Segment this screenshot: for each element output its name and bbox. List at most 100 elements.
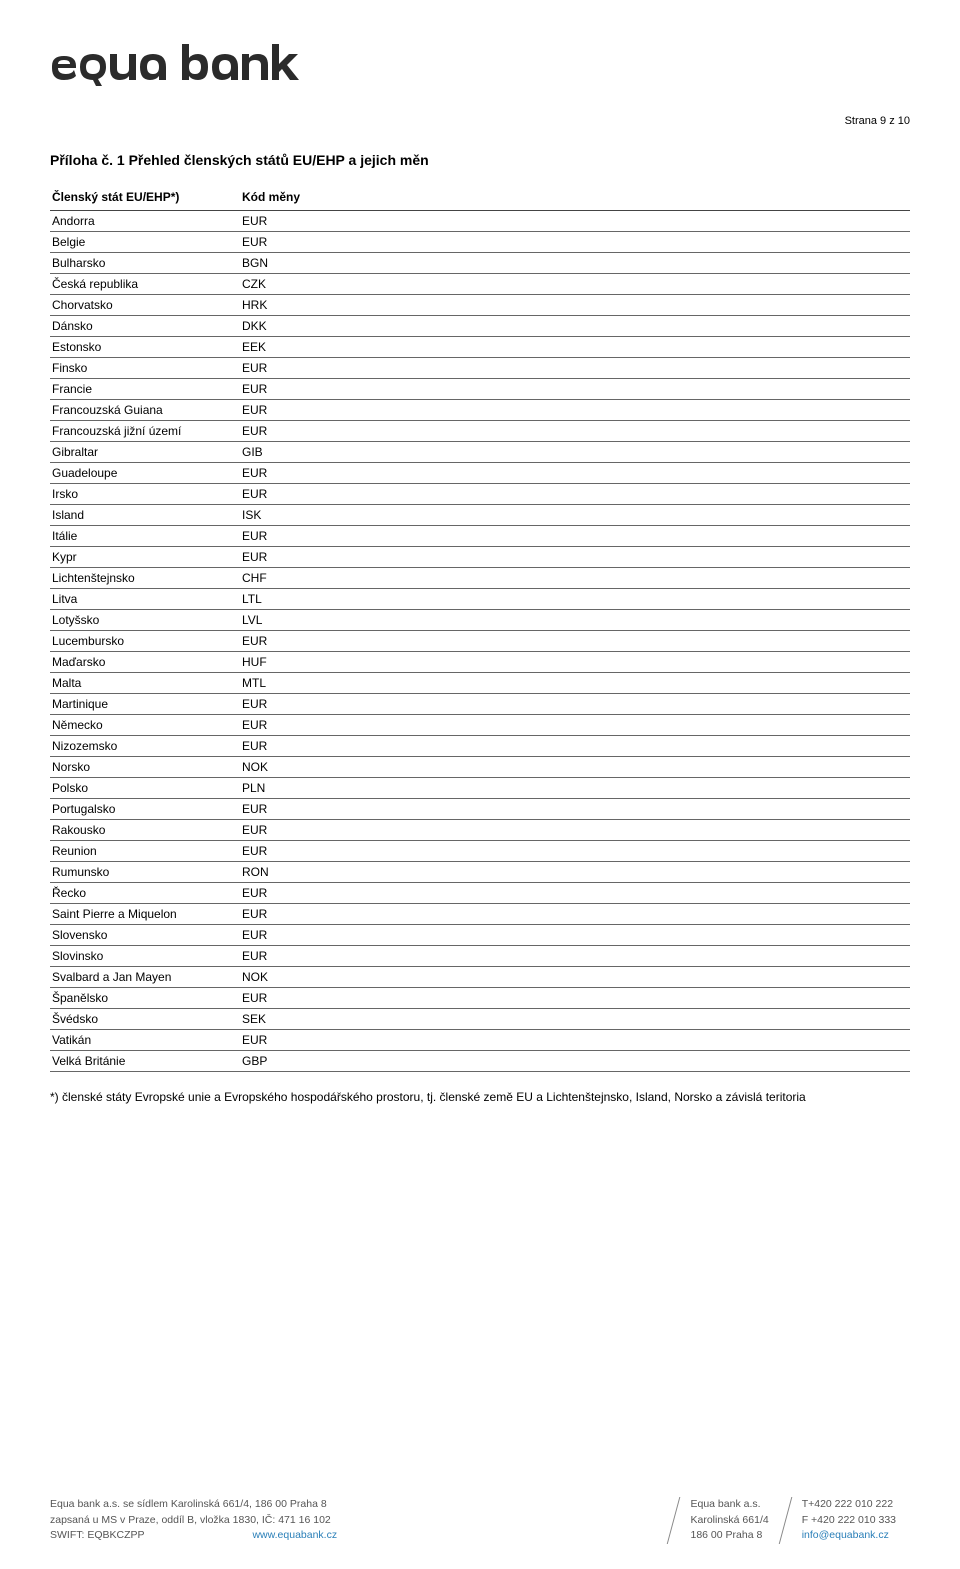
cell-code: EUR <box>240 988 910 1009</box>
cell-country: Finsko <box>50 358 240 379</box>
table-row: Česká republikaCZK <box>50 274 910 295</box>
footer-line: Equa bank a.s. se sídlem Karolinská 661/… <box>50 1497 657 1513</box>
table-row: ChorvatskoHRK <box>50 295 910 316</box>
cell-country: Guadeloupe <box>50 463 240 484</box>
cell-country: Malta <box>50 673 240 694</box>
table-row: KyprEUR <box>50 547 910 568</box>
table-row: RumunskoRON <box>50 862 910 883</box>
footer-swift: SWIFT: EQBKCZPP <box>50 1529 145 1541</box>
cell-country: Saint Pierre a Miquelon <box>50 904 240 925</box>
cell-country: Gibraltar <box>50 442 240 463</box>
currency-table: Členský stát EU/EHP*) Kód měny AndorraEU… <box>50 186 910 1072</box>
table-row: Velká BritánieGBP <box>50 1051 910 1072</box>
table-row: MaďarskoHUF <box>50 652 910 673</box>
cell-country: Slovinsko <box>50 946 240 967</box>
table-row: NorskoNOK <box>50 757 910 778</box>
cell-code: EUR <box>240 799 910 820</box>
cell-code: GBP <box>240 1051 910 1072</box>
cell-country: Francouzská Guiana <box>50 400 240 421</box>
cell-country: Francie <box>50 379 240 400</box>
cell-country: Slovensko <box>50 925 240 946</box>
cell-code: EUR <box>240 484 910 505</box>
table-row: IrskoEUR <box>50 484 910 505</box>
table-row: ReunionEUR <box>50 841 910 862</box>
cell-country: Dánsko <box>50 316 240 337</box>
table-row: BulharskoBGN <box>50 253 910 274</box>
table-row: GuadeloupeEUR <box>50 463 910 484</box>
cell-country: Portugalsko <box>50 799 240 820</box>
cell-country: Bulharsko <box>50 253 240 274</box>
cell-country: Vatikán <box>50 1030 240 1051</box>
footer-right: T+420 222 010 222 F +420 222 010 333 inf… <box>788 1497 910 1544</box>
cell-code: EUR <box>240 232 910 253</box>
footer-website-link[interactable]: www.equabank.cz <box>252 1529 337 1541</box>
table-row: MartiniqueEUR <box>50 694 910 715</box>
cell-code: EUR <box>240 820 910 841</box>
cell-country: Maďarsko <box>50 652 240 673</box>
table-row: FrancieEUR <box>50 379 910 400</box>
cell-code: EUR <box>240 358 910 379</box>
logo <box>50 40 910 95</box>
cell-code: EUR <box>240 736 910 757</box>
cell-code: EUR <box>240 946 910 967</box>
cell-country: Rakousko <box>50 820 240 841</box>
footer-mid: Equa bank a.s. Karolinská 661/4 186 00 P… <box>676 1497 782 1544</box>
cell-code: EUR <box>240 925 910 946</box>
table-row: NěmeckoEUR <box>50 715 910 736</box>
table-row: PolskoPLN <box>50 778 910 799</box>
cell-country: Řecko <box>50 883 240 904</box>
cell-code: EUR <box>240 631 910 652</box>
table-row: ŠvédskoSEK <box>50 1009 910 1030</box>
cell-code: HRK <box>240 295 910 316</box>
cell-country: Lucembursko <box>50 631 240 652</box>
cell-code: EUR <box>240 715 910 736</box>
cell-code: EUR <box>240 526 910 547</box>
cell-country: Lotyšsko <box>50 610 240 631</box>
cell-country: Reunion <box>50 841 240 862</box>
cell-code: EUR <box>240 547 910 568</box>
cell-code: ISK <box>240 505 910 526</box>
cell-country: Island <box>50 505 240 526</box>
cell-country: Španělsko <box>50 988 240 1009</box>
cell-country: Velká Británie <box>50 1051 240 1072</box>
footer-line: Karolinská 661/4 <box>690 1513 768 1529</box>
cell-code: GIB <box>240 442 910 463</box>
table-header-country: Členský stát EU/EHP*) <box>50 186 240 211</box>
footer-line: T+420 222 010 222 <box>802 1497 896 1513</box>
table-header-currency: Kód měny <box>240 186 910 211</box>
cell-country: Francouzská jižní území <box>50 421 240 442</box>
table-row: VatikánEUR <box>50 1030 910 1051</box>
table-row: Francouzská jižní územíEUR <box>50 421 910 442</box>
table-row: ŠpanělskoEUR <box>50 988 910 1009</box>
table-row: LucemburskoEUR <box>50 631 910 652</box>
section-title: Příloha č. 1 Přehled členských států EU/… <box>50 152 910 168</box>
cell-country: Belgie <box>50 232 240 253</box>
table-row: MaltaMTL <box>50 673 910 694</box>
cell-country: Martinique <box>50 694 240 715</box>
cell-code: DKK <box>240 316 910 337</box>
cell-code: EUR <box>240 841 910 862</box>
cell-code: HUF <box>240 652 910 673</box>
cell-country: Svalbard a Jan Mayen <box>50 967 240 988</box>
page-number: Strana 9 z 10 <box>50 115 910 127</box>
cell-country: Česká republika <box>50 274 240 295</box>
cell-country: Norsko <box>50 757 240 778</box>
cell-code: EUR <box>240 211 910 232</box>
cell-country: Rumunsko <box>50 862 240 883</box>
cell-code: EUR <box>240 463 910 484</box>
cell-country: Polsko <box>50 778 240 799</box>
cell-country: Estonsko <box>50 337 240 358</box>
cell-country: Litva <box>50 589 240 610</box>
cell-country: Německo <box>50 715 240 736</box>
cell-country: Itálie <box>50 526 240 547</box>
cell-country: Švédsko <box>50 1009 240 1030</box>
table-row: Francouzská GuianaEUR <box>50 400 910 421</box>
footer-line: SWIFT: EQBKCZPP www.equabank.cz <box>50 1528 657 1544</box>
cell-country: Irsko <box>50 484 240 505</box>
cell-code: EUR <box>240 883 910 904</box>
footer-line: Equa bank a.s. <box>690 1497 768 1513</box>
footer-email-link[interactable]: info@equabank.cz <box>802 1528 896 1544</box>
cell-country: Andorra <box>50 211 240 232</box>
table-row: ItálieEUR <box>50 526 910 547</box>
footer-left: Equa bank a.s. se sídlem Karolinská 661/… <box>50 1497 671 1544</box>
